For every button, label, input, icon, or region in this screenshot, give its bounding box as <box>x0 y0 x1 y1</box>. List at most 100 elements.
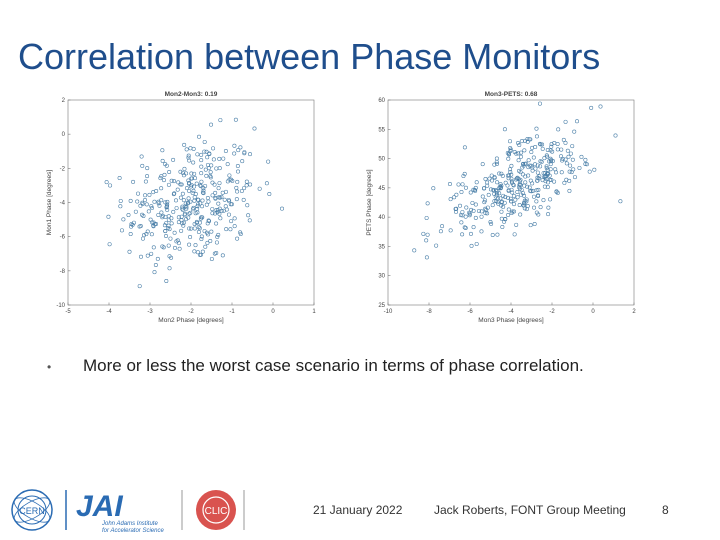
scatter-point <box>203 183 208 188</box>
scatter-point <box>567 188 572 193</box>
scatter-point <box>235 236 240 241</box>
scatter-point <box>149 204 154 209</box>
scatter-point <box>188 226 193 231</box>
scatter-point <box>492 191 497 196</box>
scatter-point <box>216 232 221 237</box>
scatter-point <box>151 224 156 229</box>
scatter-point <box>211 146 216 151</box>
scatter-point <box>215 234 220 239</box>
scatter-point <box>521 161 526 166</box>
scatter-point <box>520 172 525 177</box>
scatter-point <box>583 162 588 167</box>
scatter-point <box>140 201 145 206</box>
scatter-point <box>246 213 251 218</box>
scatter-point <box>515 189 520 194</box>
bullet-text: More or less the worst case scenario in … <box>83 356 584 375</box>
scatter-point <box>499 216 504 221</box>
scatter-point <box>183 201 188 206</box>
scatter-point <box>195 202 200 207</box>
scatter-point <box>470 200 475 205</box>
scatter-point <box>560 158 565 163</box>
scatter-point <box>514 177 519 182</box>
scatter-point <box>184 217 189 222</box>
scatter-point <box>522 148 527 153</box>
scatter-point <box>165 199 170 204</box>
scatter-point <box>525 136 530 141</box>
scatter-point <box>200 198 205 203</box>
scatter-point <box>548 148 553 153</box>
scatter-point <box>509 176 514 181</box>
scatter-point <box>556 127 561 132</box>
scatter-point <box>228 202 233 207</box>
scatter-point <box>546 180 551 185</box>
scatter-point <box>544 164 549 169</box>
scatter-point <box>193 243 198 248</box>
scatter-point <box>149 206 154 211</box>
scatter-point <box>555 147 560 152</box>
scatter-point <box>528 137 533 142</box>
scatter-point <box>519 150 524 155</box>
scatter-point <box>182 166 187 171</box>
scatter-point <box>517 168 522 173</box>
scatter-point <box>459 220 464 225</box>
scatter-point <box>198 201 203 206</box>
scatter-point <box>184 171 189 176</box>
scatter-point <box>119 228 124 233</box>
cern-logo-icon: CERN <box>11 489 53 531</box>
scatter-point <box>205 155 210 160</box>
scatter-point <box>210 207 215 212</box>
scatter-chart-mon3-pets: Mon3-PETS: 0.68 -10 -8 -6 -4 -2 0 2 25 30 35 40 45 50… <box>366 91 636 324</box>
scatter-point <box>592 167 597 172</box>
scatter-point <box>127 249 132 254</box>
scatter-point <box>196 197 201 202</box>
scatter-point <box>175 187 180 192</box>
scatter-point <box>180 221 185 226</box>
scatter-point <box>172 230 177 235</box>
scatter-point <box>569 170 574 175</box>
scatter-point <box>216 195 221 200</box>
scatter-point <box>207 219 212 224</box>
scatter-point <box>575 119 580 124</box>
scatter-point <box>196 225 201 230</box>
scatter-point <box>167 227 172 232</box>
scatter-point <box>532 221 537 226</box>
scatter-point <box>199 152 204 157</box>
scatter-point <box>536 193 541 198</box>
scatter-point <box>199 234 204 239</box>
chart-title: Mon3-PETS: 0.68 <box>485 91 538 98</box>
scatter-point <box>548 167 553 172</box>
scatter-point <box>548 197 553 202</box>
scatter-point <box>166 223 171 228</box>
scatter-point <box>164 221 169 226</box>
scatter-point <box>531 188 536 193</box>
scatter-point <box>461 173 466 178</box>
scatter-point <box>509 187 514 192</box>
scatter-point <box>512 232 517 237</box>
scatter-point <box>548 162 553 167</box>
scatter-point <box>462 225 467 230</box>
scatter-point <box>188 146 193 151</box>
scatter-point <box>424 238 429 243</box>
scatter-point <box>483 198 488 203</box>
scatter-point <box>518 154 523 159</box>
scatter-point <box>201 191 206 196</box>
scatter-point <box>552 140 557 145</box>
scatter-point <box>467 211 472 216</box>
scatter-point <box>460 182 465 187</box>
scatter-point <box>233 117 238 122</box>
scatter-point <box>205 221 210 226</box>
scatter-point <box>503 217 508 222</box>
scatter-point <box>189 171 194 176</box>
scatter-point <box>214 166 219 171</box>
scatter-point <box>527 185 532 190</box>
scatter-point <box>200 204 205 209</box>
scatter-point <box>136 191 141 196</box>
scatter-point <box>145 166 150 171</box>
scatter-point <box>218 118 223 123</box>
x-tick-label: -4 <box>508 309 514 315</box>
scatter-point <box>199 179 204 184</box>
scatter-point <box>572 129 577 134</box>
scatter-point <box>188 199 193 204</box>
scatter-point <box>145 253 150 258</box>
scatter-point <box>579 154 584 159</box>
